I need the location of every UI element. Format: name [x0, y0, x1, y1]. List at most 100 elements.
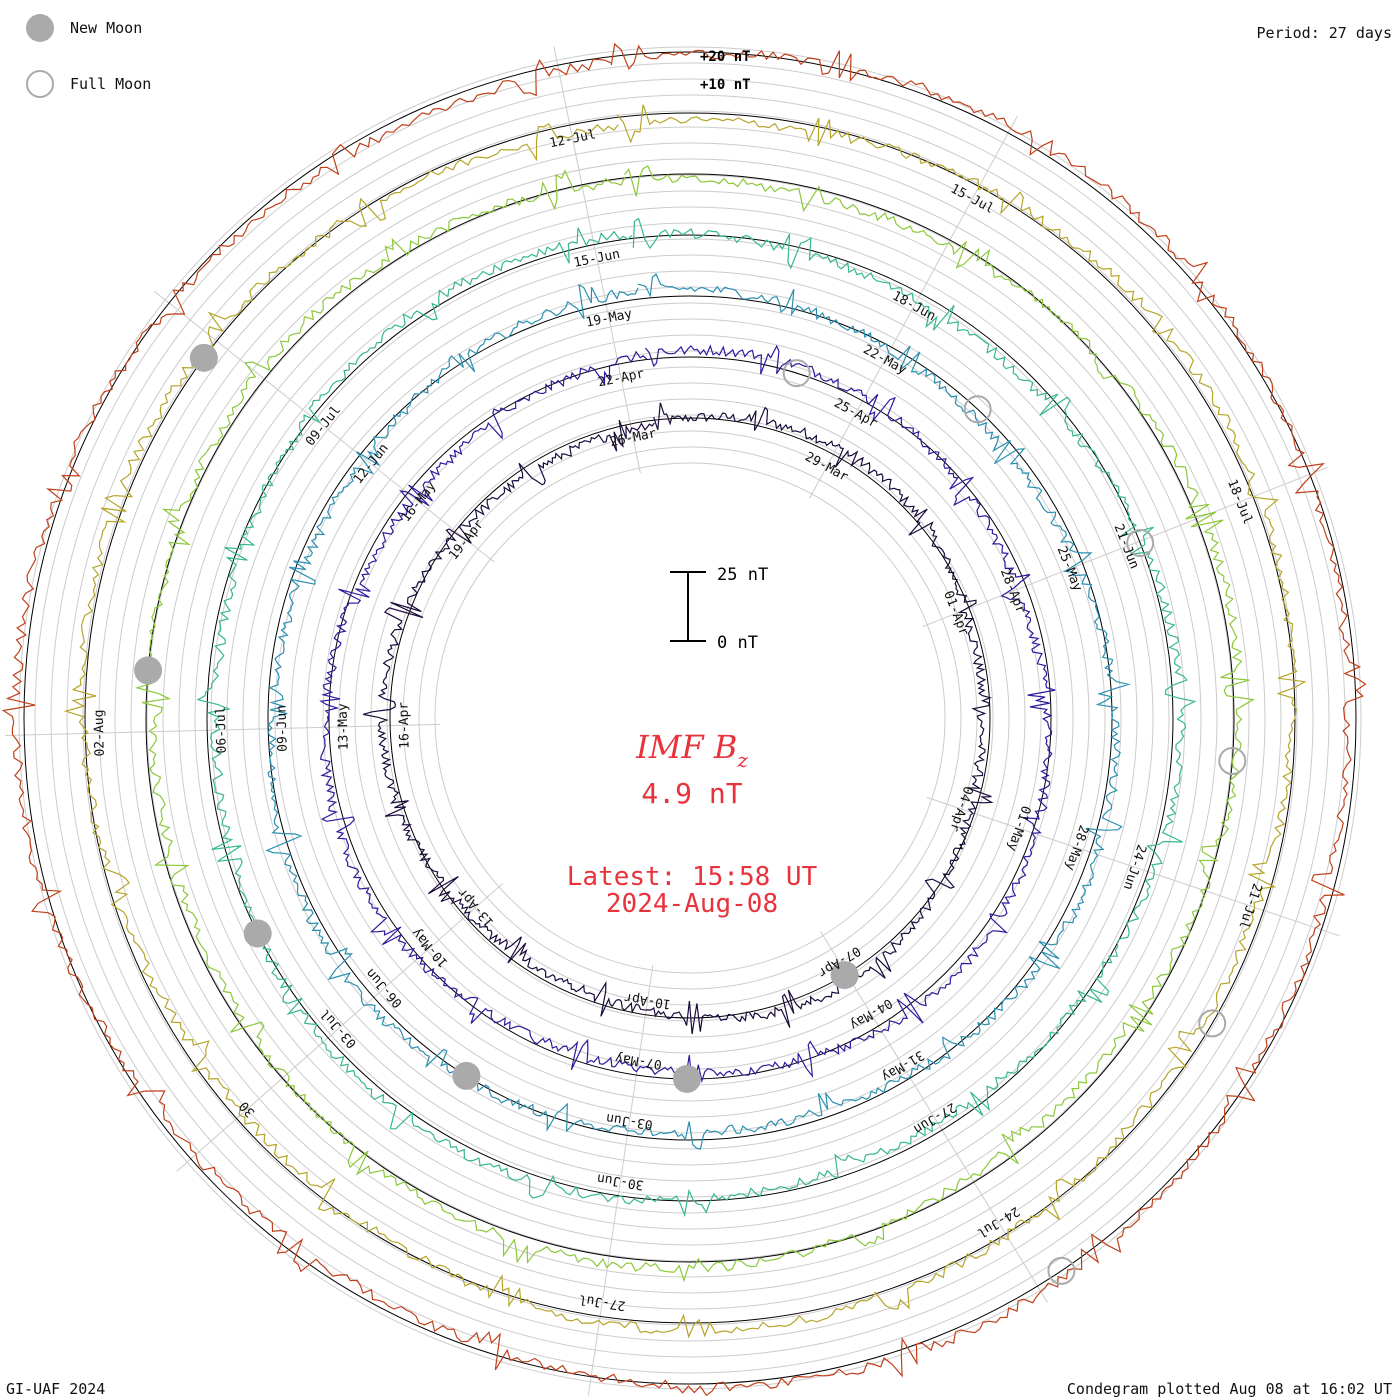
- date-label: 30-Jun: [596, 1170, 645, 1192]
- grid-spoke: [587, 965, 654, 1396]
- date-label: 13-Apr: [455, 884, 497, 929]
- zero-baseline-ring: [84, 112, 1296, 1324]
- grid-ring: [130, 158, 1250, 1278]
- grid-ring: [386, 414, 994, 1022]
- chart-title-subscript: z: [736, 748, 748, 772]
- grid-spoke: [176, 883, 503, 1172]
- date-label: 03-Jun: [605, 1110, 654, 1132]
- date-label: 13-May: [336, 703, 352, 751]
- date-label: 10-May: [409, 925, 451, 970]
- scale-bar-top-label: 25 nT: [717, 565, 768, 585]
- date-label: 06-Jul: [214, 706, 230, 753]
- date-label: 25-May: [1054, 544, 1085, 593]
- grid-spoke: [553, 46, 641, 474]
- full-moon-marker: [1218, 747, 1247, 776]
- grid-ring: [258, 286, 1122, 1150]
- new-moon-marker: [672, 1064, 701, 1093]
- ring-scale-labels: +20 nT +10 nT: [700, 49, 751, 93]
- grid-ring: [290, 318, 1090, 1118]
- date-label: 15-Jun: [572, 247, 621, 271]
- grid-ring: [66, 94, 1314, 1342]
- grid-spoke: [926, 797, 1340, 937]
- footer-plot-time: Condegram plotted Aug 08 at 16:02 UT: [1066, 1380, 1392, 1398]
- legend-new-moon-label: New Moon: [70, 19, 143, 37]
- grid-ring: [34, 62, 1346, 1374]
- zero-baseline-ring: [389, 417, 991, 1019]
- date-label: 24-Jun: [1120, 842, 1149, 891]
- series-line: [196, 217, 1197, 1218]
- scale-bar: [670, 571, 706, 642]
- legend-full-moon-label: Full Moon: [70, 75, 152, 93]
- full-moon-marker: [782, 359, 811, 388]
- date-label: 01-May: [1004, 804, 1033, 853]
- chart-title: IMF Bz: [635, 728, 748, 772]
- date-label: 24-Jul: [974, 1203, 1022, 1240]
- grid-ring: [210, 238, 1170, 1198]
- footer-credit: GI-UAF 2024: [6, 1380, 106, 1398]
- series-line: [265, 272, 1131, 1150]
- chart-grid: [5, 46, 1362, 1396]
- chart-traces: [1, 42, 1367, 1397]
- series-line: [319, 344, 1056, 1089]
- series-line: [1, 42, 1367, 1397]
- series-line: [362, 402, 994, 1035]
- latest-time: Latest: 15:58 UT: [567, 862, 818, 892]
- full-moon-marker: [1198, 1009, 1227, 1038]
- grid-spoke: [820, 930, 1048, 1303]
- latest-date: 2024-Aug-08: [606, 889, 778, 919]
- grid-ring: [98, 126, 1282, 1310]
- date-label: 09-Jun: [274, 705, 290, 752]
- grid-ring: [50, 78, 1330, 1358]
- grid-ring: [306, 334, 1074, 1102]
- new-moon-marker: [452, 1061, 481, 1090]
- grid-ring: [146, 174, 1234, 1262]
- date-label: 26-Mar: [609, 426, 658, 450]
- grid-spoke: [809, 116, 1018, 499]
- full-moon-marker: [1047, 1256, 1076, 1285]
- date-label: 29-Mar: [802, 449, 851, 485]
- full-moon-icon: [26, 70, 54, 98]
- series-line: [134, 165, 1256, 1283]
- date-label: 28-Apr: [997, 567, 1028, 616]
- grid-ring: [162, 190, 1218, 1246]
- date-label: 21-Jul: [1235, 881, 1264, 930]
- date-label: 27-Jul: [578, 1291, 627, 1313]
- full-moon-marker: [1126, 528, 1155, 557]
- grid-spoke: [153, 290, 495, 563]
- grid-ring: [418, 446, 962, 990]
- grid-ring: [178, 206, 1202, 1230]
- grid-ring: [194, 222, 1186, 1214]
- date-label: 10-Apr: [623, 989, 672, 1011]
- grid-ring: [274, 302, 1106, 1134]
- date-label: 06-Jun: [363, 965, 405, 1010]
- new-moon-marker: [189, 343, 218, 372]
- grid-ring: [370, 398, 1010, 1038]
- date-label: 28-May: [1062, 823, 1091, 872]
- new-moon-icon: [26, 14, 54, 42]
- date-label: 25-Apr: [831, 396, 880, 432]
- date-label: 27-Jun: [911, 1099, 959, 1136]
- grid-ring: [354, 382, 1026, 1054]
- date-label: 15-Jul: [948, 181, 996, 217]
- date-label: 22-May: [860, 342, 909, 378]
- date-label: 02-Aug: [92, 709, 108, 756]
- grid-ring: [18, 46, 1362, 1390]
- moon-markers: [134, 343, 1247, 1285]
- date-label: 12-Jun: [351, 441, 392, 487]
- current-value: 4.9 nT: [641, 777, 742, 810]
- grid-spoke: [5, 723, 441, 736]
- period-label: Period: 27 days: [1256, 24, 1392, 42]
- legend-new-moon: New Moon: [26, 14, 142, 42]
- grid-ring: [242, 270, 1138, 1166]
- date-label: 16-Apr: [396, 701, 412, 749]
- new-moon-marker: [830, 961, 859, 990]
- grid-ring: [226, 254, 1154, 1182]
- grid-spoke: [922, 466, 1328, 628]
- zero-baseline-ring: [145, 173, 1235, 1263]
- legend-full-moon: Full Moon: [26, 70, 151, 98]
- grid-ring: [114, 142, 1266, 1294]
- new-moon-marker: [243, 919, 272, 948]
- date-label: 07-May: [614, 1050, 663, 1072]
- full-moon-marker: [963, 395, 992, 424]
